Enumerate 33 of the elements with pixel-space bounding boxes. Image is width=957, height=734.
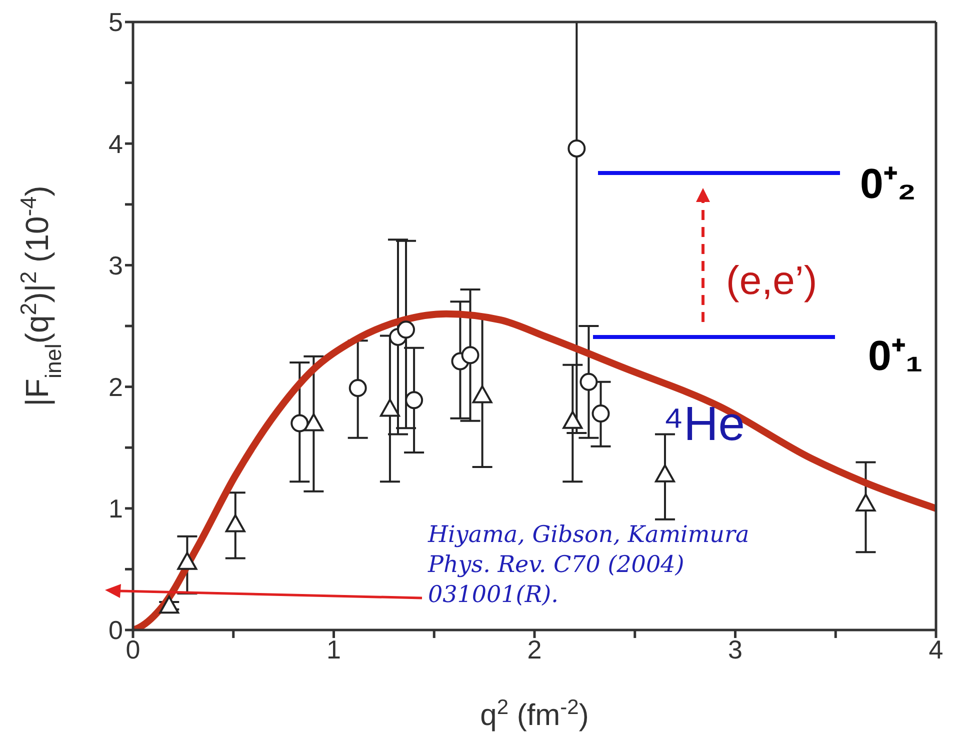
point	[405, 391, 424, 410]
y-tick-label: 4	[108, 128, 123, 159]
point	[472, 385, 492, 404]
point	[304, 413, 324, 432]
y-tick-label: 2	[108, 372, 123, 402]
point	[380, 398, 400, 417]
point	[461, 346, 480, 364]
x-tick-label: 2	[527, 634, 542, 664]
y-tick-label: 1	[108, 494, 123, 524]
annotation: (e,e’)	[726, 259, 818, 303]
point	[654, 464, 675, 482]
point	[592, 404, 610, 423]
point	[225, 514, 246, 532]
x-tick-label: 4	[928, 634, 944, 664]
x-axis-title: q$^{2}$ (fm$^{-2}$)	[480, 696, 589, 732]
annotation: Hiyama, Gibson, Kamimura Phys. Rev. C70 (2004) 031001(R).	[428, 521, 750, 610]
point	[159, 596, 180, 614]
y-tick-label: 3	[108, 250, 123, 280]
x-tick-label: 1	[326, 634, 341, 664]
point	[580, 372, 598, 391]
annotation: 0⁺₁	[868, 332, 923, 379]
point	[568, 139, 586, 158]
annotation: ⁴He	[663, 398, 745, 451]
point	[562, 410, 583, 429]
point	[856, 494, 876, 512]
y-tick-label: 0	[108, 615, 123, 646]
y-tick-label: 5	[108, 7, 123, 38]
x-tick-label: 3	[728, 634, 742, 664]
point	[290, 414, 309, 432]
point	[397, 320, 416, 339]
point	[177, 552, 198, 570]
annotation: 0⁺₂	[860, 160, 916, 207]
point	[348, 379, 367, 398]
